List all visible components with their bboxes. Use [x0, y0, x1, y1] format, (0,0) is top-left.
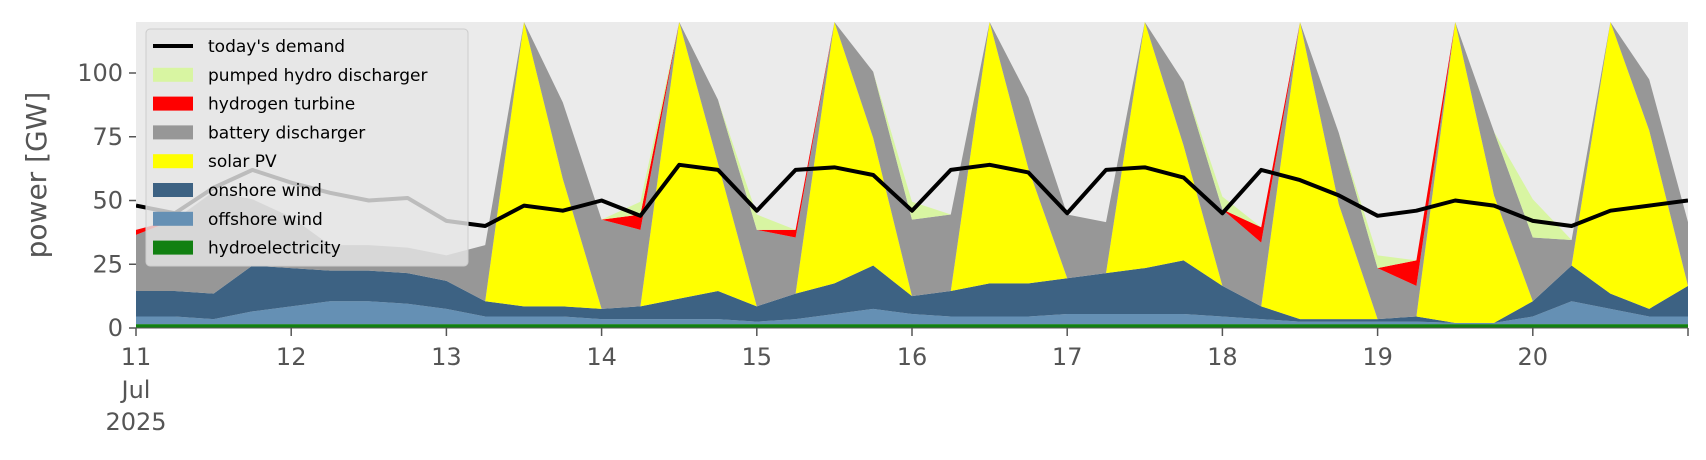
- legend-swatch-hydrogen-turbine: [153, 96, 193, 111]
- y-tick-label: 25: [92, 250, 123, 278]
- legend-label-today-s-demand: today's demand: [208, 37, 345, 57]
- x-tick-label: 11: [121, 343, 152, 371]
- area-offshore-wind: [136, 301, 1688, 325]
- x-tick-label: 12: [276, 343, 307, 371]
- y-tick-label: 50: [92, 187, 123, 215]
- stacked-areas: [136, 22, 1688, 328]
- y-tick-label: 0: [108, 314, 123, 342]
- legend-swatch-offshore-wind: [153, 211, 193, 226]
- legend-label-solar-pv: solar PV: [208, 152, 277, 172]
- x-tick-label: 13: [431, 343, 462, 371]
- legend-label-offshore-wind: offshore wind: [208, 210, 323, 230]
- x-tick-label: 16: [897, 343, 928, 371]
- legend-swatch-hydroelectricity: [153, 240, 193, 255]
- x-tick-label: 14: [586, 343, 617, 371]
- x-tick-label: 18: [1207, 343, 1238, 371]
- legend-swatch-onshore-wind: [153, 183, 193, 197]
- y-axis-label: power [GW]: [20, 92, 53, 259]
- legend-label-pumped-hydro-discharger: pumped hydro discharger: [208, 66, 427, 86]
- x-tick-sublabel: Jul: [120, 376, 151, 404]
- area-onshore-wind: [136, 260, 1688, 323]
- x-tick-label: 15: [742, 343, 773, 371]
- x-tick-label: 19: [1362, 343, 1393, 371]
- area-solar-pv: [136, 22, 1688, 323]
- x-tick-label: 17: [1052, 343, 1083, 371]
- area-battery-discharger: [136, 22, 1688, 320]
- x-tick-label: 20: [1518, 343, 1549, 371]
- legend-label-battery-discharger: battery discharger: [208, 123, 365, 143]
- legend-label-hydroelectricity: hydroelectricity: [208, 239, 341, 259]
- axes: 0 25 50 75 100 11 Jul 2025 12 13 14 15 16 17 18 19 20: [77, 59, 1689, 436]
- area-hydroelectricity: [136, 324, 1688, 328]
- y-tick-label: 75: [92, 123, 123, 151]
- legend-box: [145, 28, 469, 267]
- legend-swatch-solar-pv: [153, 154, 193, 169]
- area-pumped-hydro-discharger: [136, 22, 1688, 269]
- y-tick-label: 100: [77, 59, 123, 87]
- x-tick-sublabel: 2025: [105, 408, 166, 436]
- legend-swatch-pumped-hydro-discharger: [153, 67, 193, 82]
- legend-label-hydrogen-turbine: hydrogen turbine: [208, 95, 355, 115]
- legend-swatch-battery-discharger: [153, 125, 193, 140]
- legend: today's demand pumped hydro discharger hyd…: [145, 28, 469, 267]
- legend-label-onshore-wind: onshore wind: [208, 181, 322, 201]
